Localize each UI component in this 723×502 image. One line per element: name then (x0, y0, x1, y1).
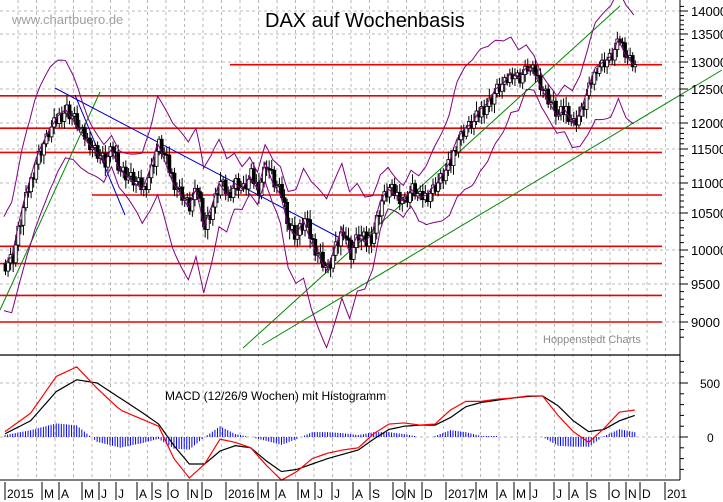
chart-title: DAX auf Wochenbasis (265, 10, 465, 32)
x-tick-label: M (516, 487, 526, 501)
price-tick-label: 13500 (691, 27, 723, 42)
x-tick-label: 2016 (228, 487, 255, 501)
price-tick-label: 11000 (691, 176, 723, 191)
x-tick-label: N (407, 487, 416, 501)
x-tick-label: O (611, 487, 620, 501)
x-tick-label: J (334, 487, 340, 501)
price-tick-label: 10500 (691, 206, 723, 221)
price-tick-label: 10000 (691, 243, 723, 258)
x-tick-label: 201 (667, 487, 687, 501)
x-tick-label: A (355, 487, 363, 501)
price-tick-label: 9500 (691, 277, 720, 292)
price-tick-label: 12500 (691, 82, 723, 97)
x-tick-label: D (424, 487, 433, 501)
x-tick-label: M (478, 487, 488, 501)
x-tick-label: A (61, 487, 69, 501)
x-tick-label: D (204, 487, 213, 501)
x-tick-label: O (395, 487, 404, 501)
price-tick-label: 11500 (691, 142, 723, 157)
support-resistance-lines (0, 63, 662, 323)
x-tick-label: D (642, 487, 651, 501)
macd-tick-label: 500 (700, 377, 720, 391)
x-tick-label: S (154, 487, 162, 501)
x-tick-label: A (278, 487, 286, 501)
x-tick-label: A (571, 487, 579, 501)
bollinger-bands (3, 0, 635, 349)
watermark: www.chartbuero.de (11, 12, 123, 27)
x-tick-label: J (101, 487, 107, 501)
x-tick-label: M (44, 487, 54, 501)
price-axis (679, 0, 688, 355)
credit-label: Hoppenstedt Charts (543, 334, 641, 346)
x-tick-label: A (499, 487, 507, 501)
x-tick-label: A (139, 487, 147, 501)
x-tick-label: S (589, 487, 597, 501)
downtrend-lines (54, 87, 341, 239)
x-tick-label: M (84, 487, 94, 501)
x-tick-label: J (556, 487, 562, 501)
x-tick-label: J (118, 487, 124, 501)
macd-tick-label: 0 (707, 431, 714, 445)
price-tick-label: 9000 (691, 315, 720, 330)
macd-line (4, 366, 635, 481)
macd-title: MACD (12/26/9 Wochen) mit Histogramm (165, 389, 386, 403)
candlesticks (3, 31, 638, 278)
x-tick-label: M (300, 487, 310, 501)
x-tick-label: M (260, 487, 270, 501)
x-tick-label: N (190, 487, 199, 501)
macd-panel (4, 355, 688, 481)
price-tick-label: 13000 (691, 55, 723, 70)
x-tick-label: N (628, 487, 637, 501)
x-tick-label: J (532, 487, 538, 501)
x-tick-label: 2015 (7, 487, 34, 501)
x-tick-label: O (170, 487, 179, 501)
x-tick-label: S (372, 487, 380, 501)
price-tick-label: 12000 (691, 116, 723, 131)
x-tick-label: 2017 (448, 487, 475, 501)
x-tick-label: J (317, 487, 323, 501)
